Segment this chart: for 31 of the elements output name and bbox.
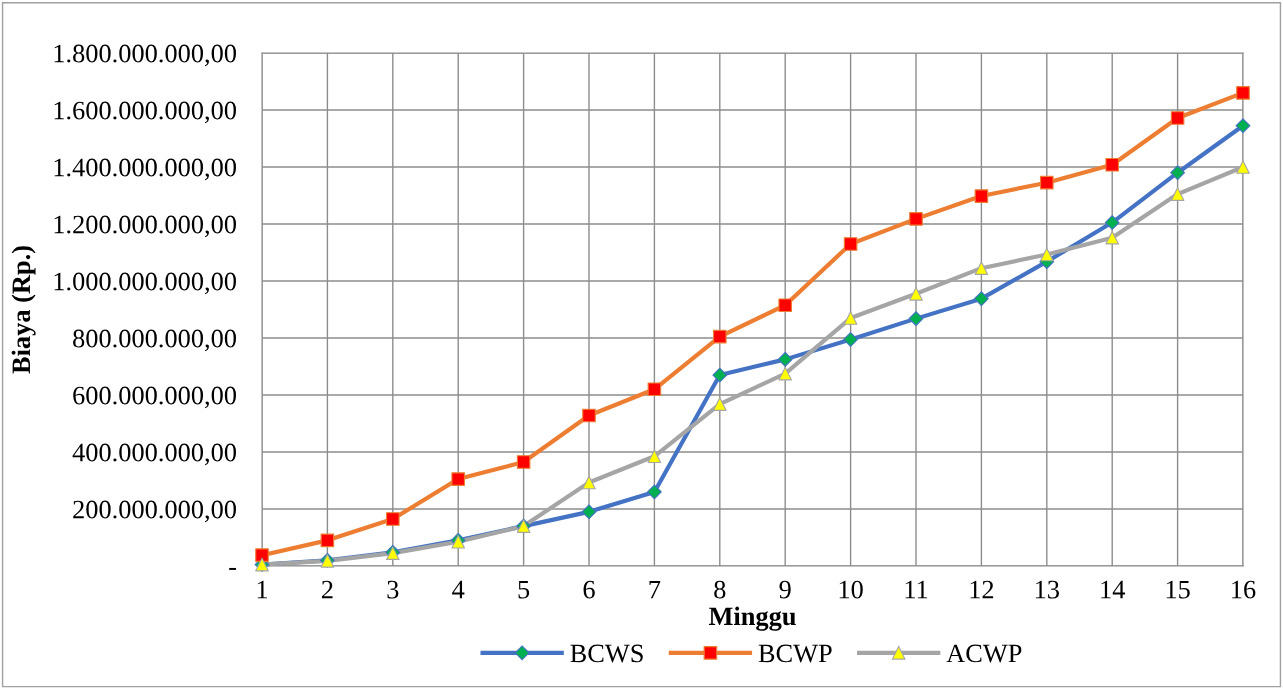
y-tick-label: - xyxy=(229,567,237,570)
x-tick-label: 5 xyxy=(518,580,530,599)
x-tick-label: 12 xyxy=(970,580,994,599)
y-tick-label: 1.800.000.000,00 xyxy=(54,44,236,67)
x-tick-label: 2 xyxy=(321,580,333,599)
y-tick-label: 800.000.000,00 xyxy=(73,329,236,352)
x-tick-label: 4 xyxy=(452,580,465,599)
x-axis-title: Minggu xyxy=(708,606,796,631)
x-tick-label: 9 xyxy=(779,580,791,599)
x-tick-label: 6 xyxy=(583,580,595,599)
y-tick-label: 600.000.000,00 xyxy=(73,386,236,409)
x-tick-label: 1 xyxy=(257,580,268,599)
y-tick-label: 1.400.000.000,00 xyxy=(54,158,236,181)
y-tick-label: 400.000.000,00 xyxy=(72,443,236,466)
y-tick-label: 1.600.000.000,00 xyxy=(54,101,236,124)
legend-label: ACWP xyxy=(946,644,1022,663)
y-tick-label: 200.000.000,00 xyxy=(73,500,236,523)
y-tick-label: 1.000.000.000,00 xyxy=(54,272,236,295)
x-tick-label: 11 xyxy=(905,580,928,599)
x-tick-label: 14 xyxy=(1101,580,1125,599)
x-tick-label: 15 xyxy=(1166,580,1190,599)
y-axis-title: Biaya (Rp.) xyxy=(11,246,36,374)
x-tick-label: 16 xyxy=(1232,580,1256,599)
x-tick-label: 8 xyxy=(714,580,726,599)
x-tick-label: 3 xyxy=(387,580,399,599)
legend-label: BCWS xyxy=(570,644,643,663)
legend-label: BCWP xyxy=(758,644,832,663)
y-tick-label: 1.200.000.000,00 xyxy=(54,215,236,238)
x-tick-label: 10 xyxy=(839,580,863,599)
x-tick-label: 13 xyxy=(1035,580,1059,599)
x-tick-label: 7 xyxy=(649,580,661,599)
